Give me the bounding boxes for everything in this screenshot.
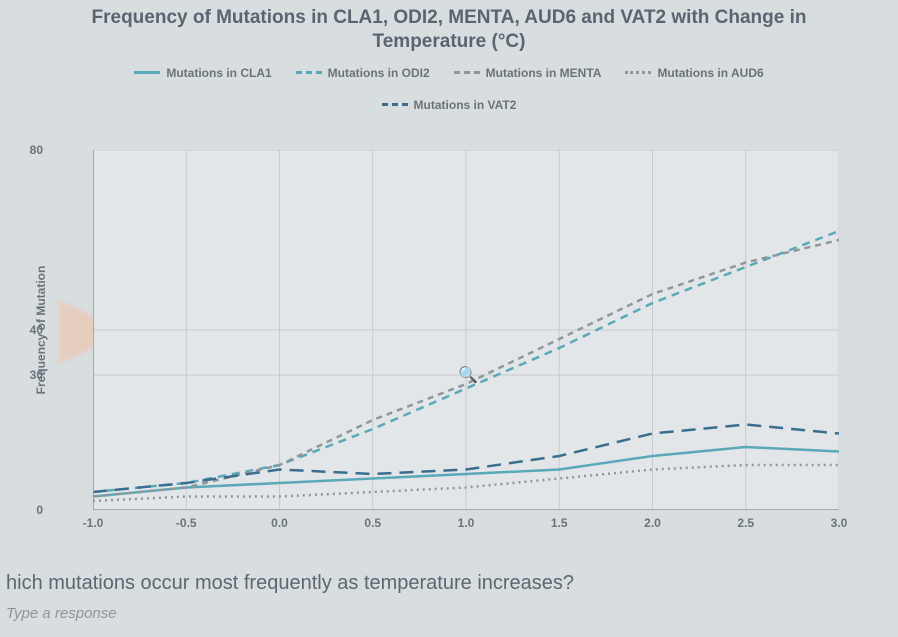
legend-label-menta: Mutations in MENTA (486, 66, 602, 80)
legend-swatch-vat2 (382, 103, 408, 106)
y-axis-label: Frequency of Mutation (34, 265, 48, 394)
legend-swatch-menta (454, 71, 480, 74)
legend-item-vat2: Mutations in VAT2 (382, 98, 517, 112)
legend-item-aud6: Mutations in AUD6 (625, 66, 763, 80)
legend-label-odi2: Mutations in ODI2 (328, 66, 430, 80)
legend-item-cla1: Mutations in CLA1 (134, 66, 271, 80)
response-input[interactable]: Type a response (6, 605, 898, 622)
x-tick-label: -1.0 (83, 516, 104, 530)
legend-swatch-aud6 (625, 71, 651, 74)
chart-title-line1: Frequency of Mutations in CLA1, ODI2, ME… (92, 7, 807, 28)
chart-title-line2: Temperature (°C) (373, 31, 526, 52)
x-ticks: -1.0-0.50.00.51.01.52.02.53.0 (59, 510, 839, 530)
legend-swatch-odi2 (296, 71, 322, 74)
magnifier-icon[interactable]: 🔍 (458, 365, 478, 385)
x-tick-label: 1.5 (551, 516, 568, 530)
page-root: { "title_line1": "Frequency of Mutations… (0, 0, 898, 637)
legend-item-odi2: Mutations in ODI2 (296, 66, 430, 80)
legend-item-menta: Mutations in MENTA (454, 66, 602, 80)
x-tick-label: 1.0 (458, 516, 475, 530)
chart-svg (93, 150, 839, 510)
chart-area: 🔍 0304080 -1.0-0.50.00.51.01.52.02.53.0 … (59, 150, 839, 510)
x-tick-label: 2.5 (737, 516, 754, 530)
legend-label-vat2: Mutations in VAT2 (414, 98, 517, 112)
question-text: hich mutations occur most frequently as … (6, 572, 898, 595)
legend: Mutations in CLA1 Mutations in ODI2 Muta… (0, 66, 898, 112)
legend-label-aud6: Mutations in AUD6 (657, 66, 763, 80)
legend-label-cla1: Mutations in CLA1 (166, 66, 271, 80)
y-tick-label: 0 (36, 503, 43, 517)
x-tick-label: -0.5 (176, 516, 197, 530)
x-tick-label: 3.0 (831, 516, 848, 530)
chart-title: Frequency of Mutations in CLA1, ODI2, ME… (0, 0, 898, 54)
x-tick-label: 0.5 (364, 516, 381, 530)
y-tick-label: 80 (30, 143, 43, 157)
x-tick-label: 0.0 (271, 516, 288, 530)
legend-swatch-cla1 (134, 71, 160, 74)
x-tick-label: 2.0 (644, 516, 661, 530)
